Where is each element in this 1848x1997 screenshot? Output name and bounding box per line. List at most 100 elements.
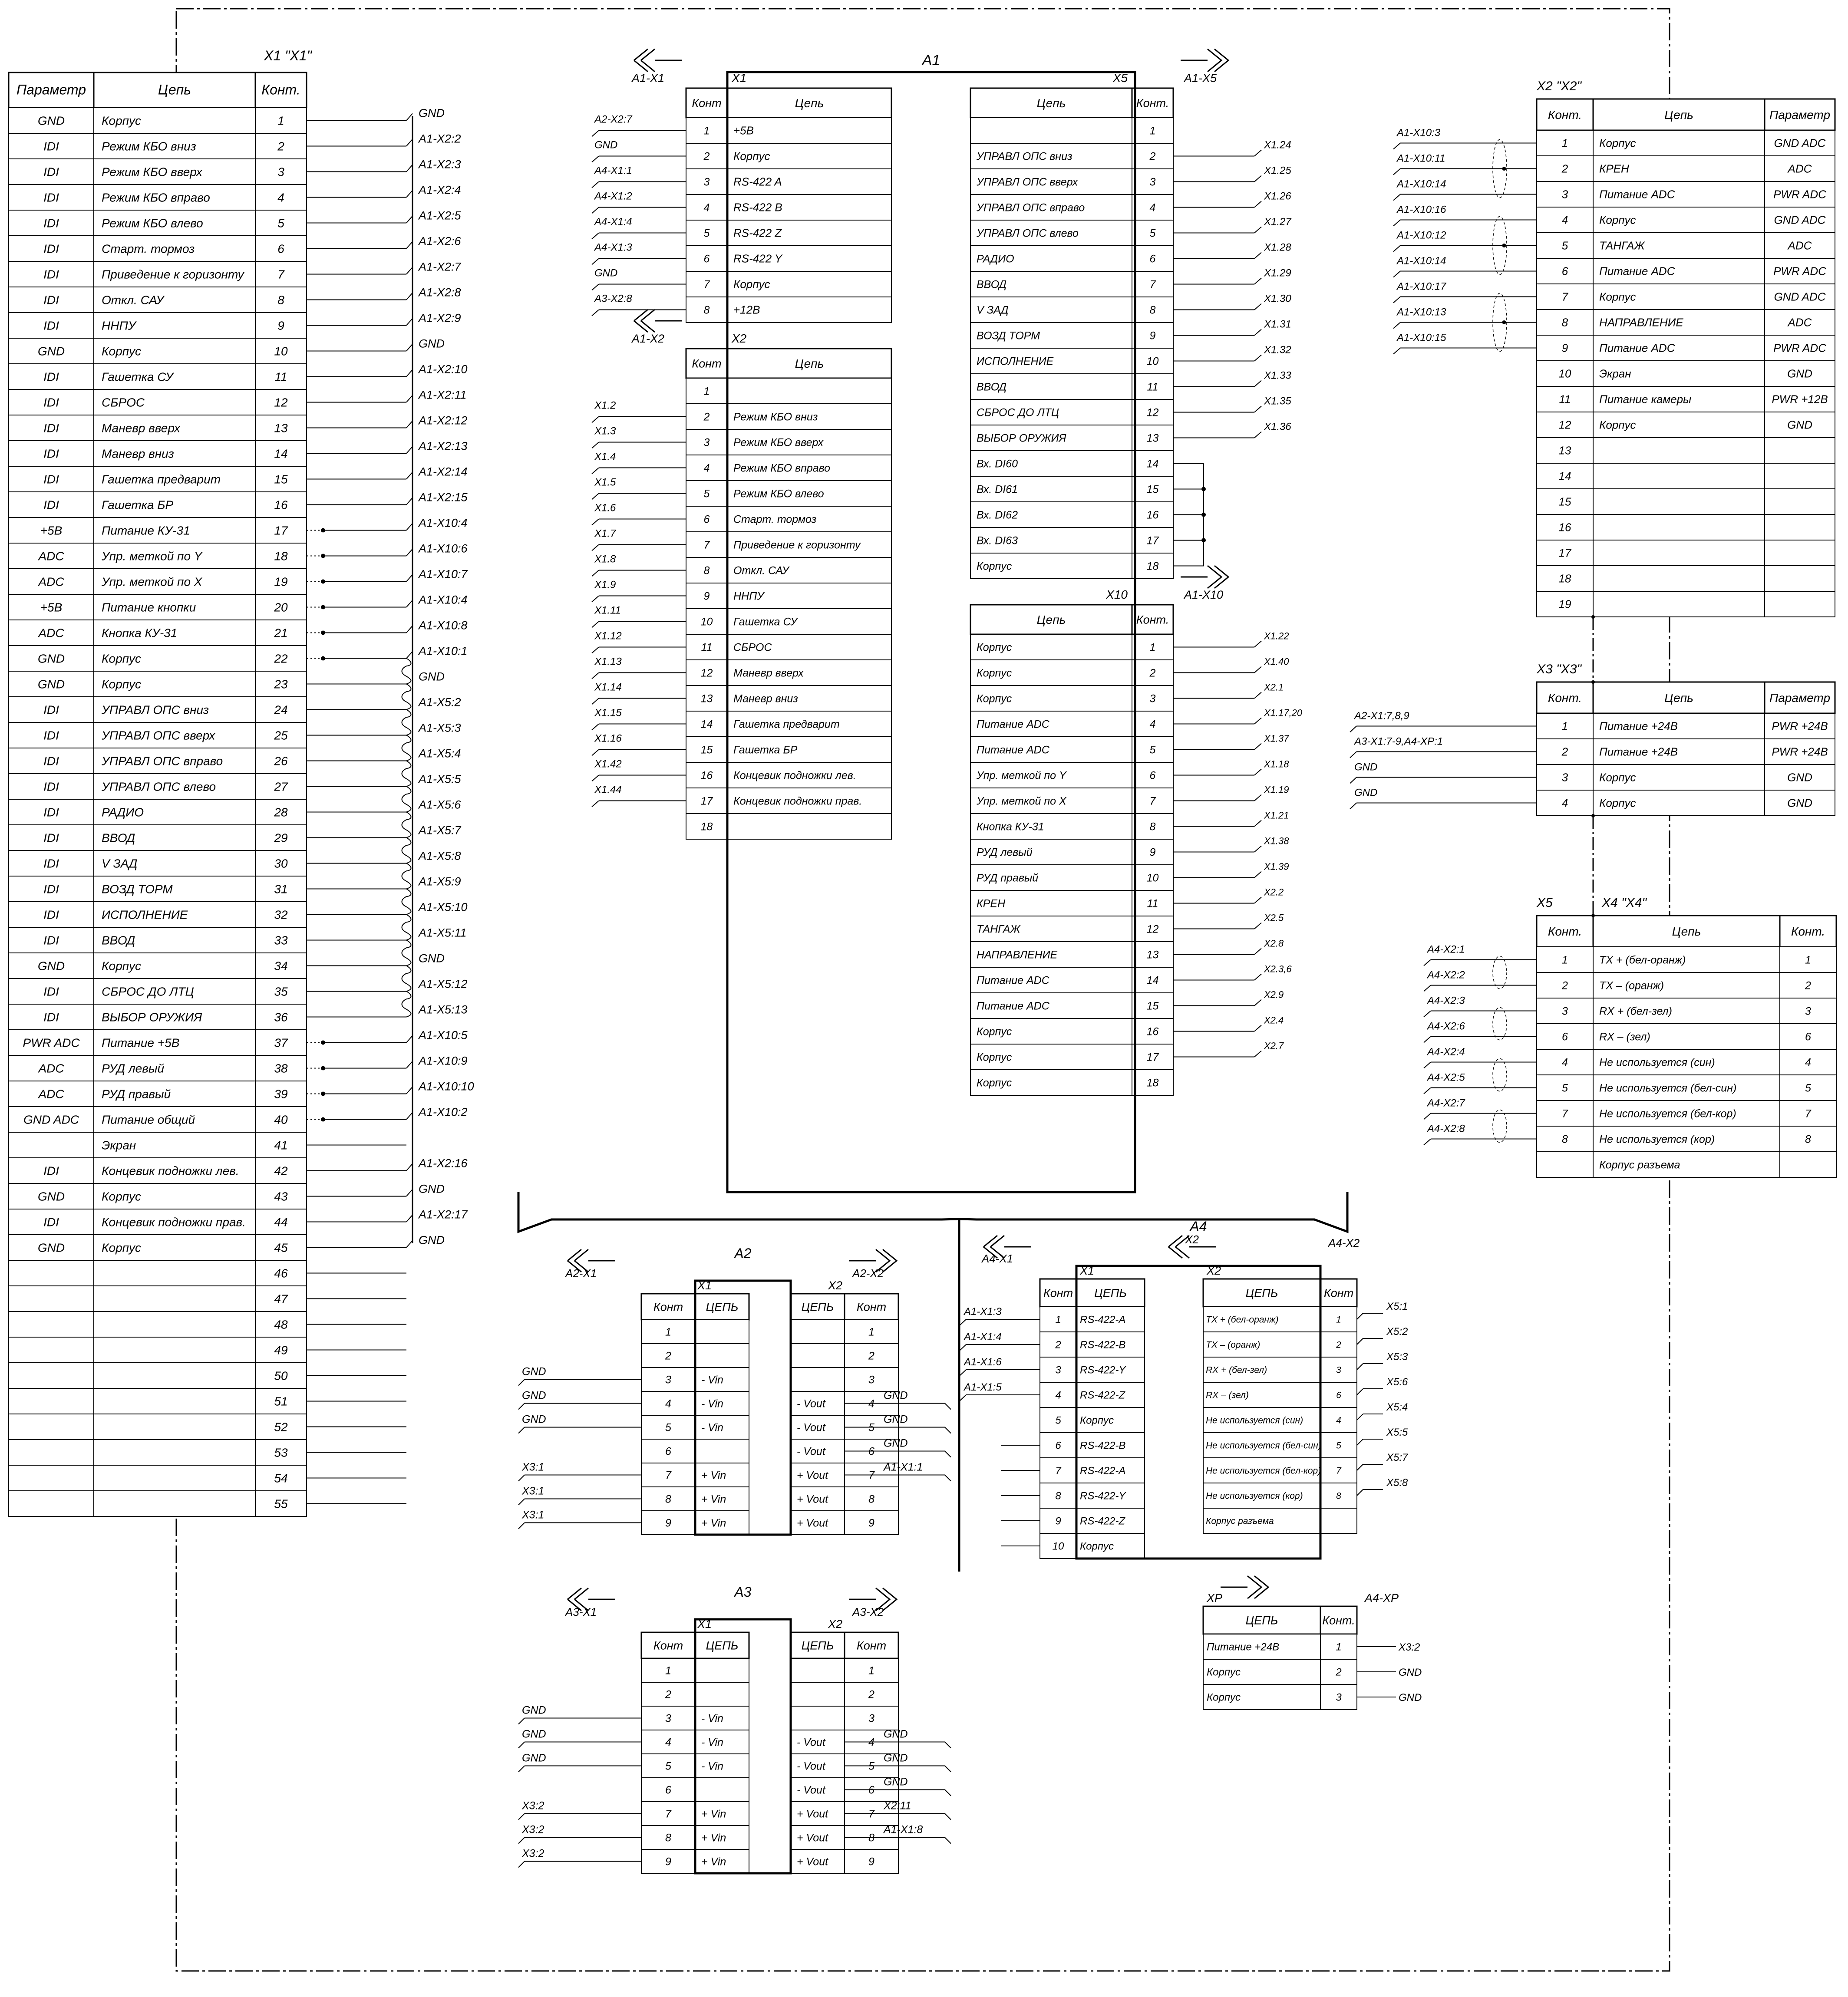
svg-text:40: 40	[274, 1113, 288, 1127]
svg-text:6: 6	[704, 253, 710, 265]
svg-text:16: 16	[1147, 1025, 1159, 1038]
svg-text:13: 13	[1559, 444, 1571, 457]
svg-text:X1.4: X1.4	[594, 451, 616, 463]
svg-text:A1-X2:9: A1-X2:9	[418, 312, 461, 325]
svg-text:A1-X5:6: A1-X5:6	[418, 798, 462, 811]
svg-text:GND ADC: GND ADC	[1774, 137, 1826, 150]
svg-text:1: 1	[1562, 137, 1568, 150]
svg-text:RS-422 Z: RS-422 Z	[733, 227, 782, 240]
svg-text:3: 3	[1336, 1365, 1341, 1375]
svg-text:23: 23	[274, 678, 288, 691]
svg-text:GND: GND	[594, 139, 617, 151]
svg-text:7: 7	[1805, 1107, 1812, 1120]
svg-text:24: 24	[274, 703, 287, 717]
svg-text:Корпус: Корпус	[1599, 771, 1636, 784]
svg-text:ВЫБОР ОРУЖИЯ: ВЫБОР ОРУЖИЯ	[977, 432, 1066, 444]
svg-text:ADC: ADC	[1787, 162, 1812, 175]
svg-text:КРЕН: КРЕН	[977, 897, 1006, 910]
svg-text:A4-X2:1: A4-X2:1	[1426, 944, 1465, 956]
svg-text:10: 10	[701, 616, 713, 628]
svg-text:17: 17	[1559, 547, 1572, 560]
svg-text:Гашетка СУ: Гашетка СУ	[102, 370, 175, 384]
svg-text:GND: GND	[38, 959, 65, 973]
svg-text:X1.28: X1.28	[1264, 242, 1291, 254]
svg-text:2: 2	[665, 1350, 671, 1362]
svg-text:Корпус: Корпус	[1080, 1540, 1114, 1552]
svg-text:10: 10	[1559, 367, 1571, 380]
svg-text:5: 5	[1562, 1082, 1568, 1094]
svg-text:3: 3	[1336, 1691, 1342, 1703]
svg-text:+ Vout: + Vout	[797, 1493, 828, 1505]
svg-text:4: 4	[1336, 1415, 1341, 1425]
svg-text:RS-422-Y: RS-422-Y	[1080, 1364, 1126, 1376]
svg-text:+ Vout: + Vout	[797, 1808, 828, 1820]
svg-text:GND: GND	[884, 1728, 908, 1740]
svg-text:- Vout: - Vout	[797, 1784, 826, 1796]
svg-text:Питание ADC: Питание ADC	[1599, 188, 1675, 201]
svg-text:X1.38: X1.38	[1264, 836, 1289, 847]
svg-text:A2-X1:7,8,9: A2-X1:7,8,9	[1353, 710, 1409, 722]
svg-text:46: 46	[274, 1267, 288, 1280]
svg-text:X2.9: X2.9	[1264, 989, 1284, 1000]
svg-text:A1-X5:5: A1-X5:5	[418, 773, 462, 786]
svg-text:16: 16	[701, 769, 713, 781]
svg-text:2: 2	[665, 1688, 671, 1700]
svg-text:8: 8	[1805, 1133, 1811, 1145]
svg-text:A4-X1:2: A4-X1:2	[594, 191, 632, 202]
svg-text:42: 42	[274, 1164, 288, 1178]
svg-text:15: 15	[1559, 495, 1571, 508]
svg-text:9: 9	[665, 1517, 671, 1529]
svg-text:X1.37: X1.37	[1264, 733, 1289, 744]
svg-text:X5: X5	[1536, 896, 1553, 910]
svg-text:Корпус: Корпус	[1599, 419, 1636, 432]
svg-text:Корпус: Корпус	[977, 641, 1012, 653]
svg-text:7: 7	[1336, 1466, 1342, 1476]
svg-text:+ Vout: + Vout	[797, 1517, 828, 1529]
svg-text:GND: GND	[38, 345, 65, 358]
svg-text:X2: X2	[1185, 1233, 1199, 1246]
svg-text:ВЫБОР ОРУЖИЯ: ВЫБОР ОРУЖИЯ	[102, 1011, 202, 1024]
svg-text:14: 14	[1147, 458, 1159, 470]
svg-text:PWR ADC: PWR ADC	[23, 1036, 80, 1050]
svg-text:TX – (оранж): TX – (оранж)	[1599, 979, 1664, 992]
svg-text:7: 7	[277, 268, 285, 281]
svg-text:7: 7	[1055, 1465, 1062, 1476]
svg-text:Концевик подножки лев.: Концевик подножки лев.	[733, 769, 856, 781]
svg-text:28: 28	[274, 806, 288, 819]
svg-text:4: 4	[277, 191, 284, 204]
svg-text:A1-X2:15: A1-X2:15	[418, 491, 468, 504]
svg-text:30: 30	[274, 857, 288, 870]
svg-text:8: 8	[277, 293, 284, 307]
svg-text:GND: GND	[1787, 771, 1812, 784]
svg-text:19: 19	[1559, 598, 1571, 611]
svg-text:Параметр: Параметр	[16, 82, 86, 98]
svg-text:1: 1	[704, 385, 710, 397]
svg-text:Вх. DI62: Вх. DI62	[977, 509, 1018, 521]
svg-text:Питание ADC: Питание ADC	[1599, 342, 1675, 355]
svg-text:Режим КБО влево: Режим КБО влево	[733, 488, 824, 500]
svg-text:A1-X10:1: A1-X10:1	[418, 645, 468, 658]
svg-text:RX + (бел-зел): RX + (бел-зел)	[1206, 1365, 1267, 1375]
svg-text:Приведение к горизонту: Приведение к горизонту	[102, 268, 245, 281]
svg-text:X3:1: X3:1	[521, 1485, 544, 1497]
svg-text:IDI: IDI	[43, 934, 59, 947]
svg-text:- Vin: - Vin	[701, 1397, 723, 1410]
svg-text:X1: X1	[731, 71, 746, 85]
svg-text:GND: GND	[884, 1752, 908, 1764]
svg-text:PWR ADC: PWR ADC	[1773, 188, 1826, 201]
svg-text:A1-X1:4: A1-X1:4	[963, 1331, 1002, 1343]
svg-text:X2.7: X2.7	[1264, 1041, 1284, 1051]
svg-text:GND: GND	[38, 1241, 65, 1255]
svg-text:Не используется (бел-син): Не используется (бел-син)	[1599, 1082, 1736, 1094]
svg-text:- Vin: - Vin	[701, 1760, 723, 1772]
svg-text:55: 55	[274, 1497, 288, 1511]
svg-text:14: 14	[1559, 470, 1571, 483]
svg-text:A1-X2:7: A1-X2:7	[418, 260, 462, 274]
svg-text:A1-X10:8: A1-X10:8	[418, 619, 468, 632]
svg-text:17: 17	[1147, 1051, 1159, 1063]
svg-text:Не используется (бел-кор): Не используется (бел-кор)	[1206, 1466, 1321, 1476]
svg-text:A1-X10:6: A1-X10:6	[418, 542, 468, 555]
svg-text:+ Vout: + Vout	[797, 1469, 828, 1481]
svg-text:СБРОС: СБРОС	[102, 396, 145, 409]
svg-text:53: 53	[274, 1446, 288, 1460]
